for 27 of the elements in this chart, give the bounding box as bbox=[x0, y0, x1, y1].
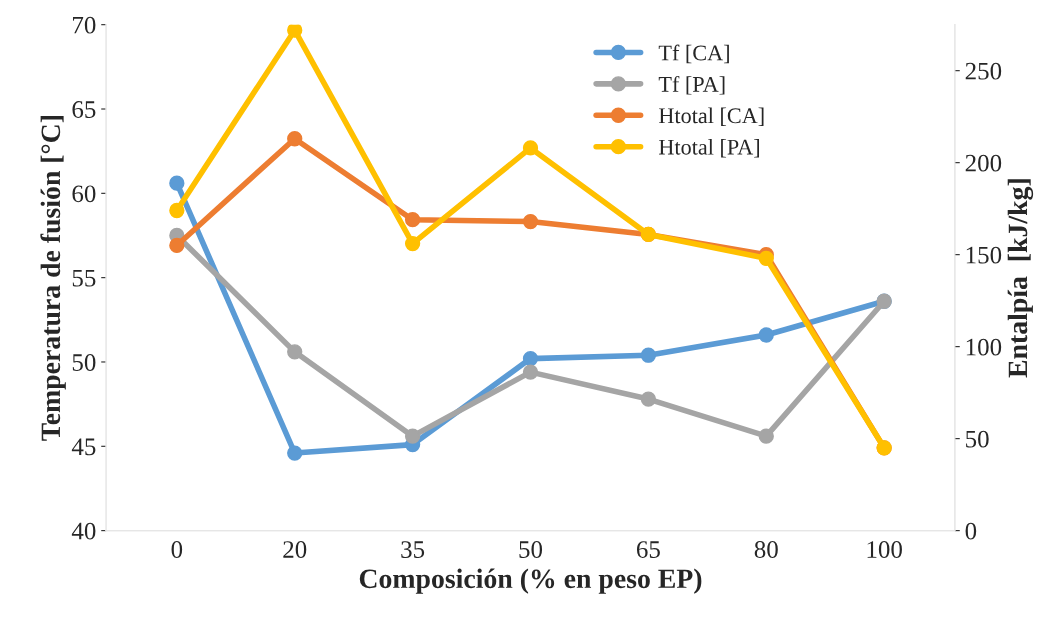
y-tick-label: 60 bbox=[72, 185, 96, 203]
y-tick-label: 50 bbox=[72, 354, 96, 371]
x-tick-label: 80 bbox=[754, 541, 778, 558]
legend-label: Tf [CA] bbox=[658, 44, 729, 64]
x-tick-label: 35 bbox=[401, 541, 425, 558]
y2-axis-title: Entalpía [kJ/kg] bbox=[1007, 179, 1034, 378]
legend-label: Htotal [PA] bbox=[659, 139, 759, 158]
x-axis-title: Composición (% en peso EP) bbox=[359, 568, 702, 594]
x-tick-label: 0 bbox=[171, 541, 183, 558]
y2-tick-label: 100 bbox=[966, 338, 1002, 356]
y-tick-label: 65 bbox=[72, 101, 96, 118]
y2-tick-label: 0 bbox=[965, 522, 977, 540]
x-tick-label: 20 bbox=[283, 541, 307, 558]
legend-label: Htotal [CA] bbox=[659, 107, 764, 127]
y-tick-label: 45 bbox=[71, 438, 96, 456]
y2-tick-label: 150 bbox=[966, 246, 1002, 264]
y2-tick-label: 50 bbox=[966, 430, 989, 448]
y-tick-label: 55 bbox=[72, 269, 96, 287]
y-tick-label: 40 bbox=[71, 522, 96, 540]
y-axis-title: Temperatura de fusión [°C] bbox=[40, 116, 66, 441]
legend-label: Tf [PA] bbox=[658, 75, 725, 95]
y2-tick-label: 250 bbox=[965, 62, 1002, 80]
y-tick-label: 70 bbox=[73, 16, 96, 34]
x-tick-label: 50 bbox=[519, 541, 543, 558]
x-tick-label: 100 bbox=[867, 541, 902, 558]
x-tick-label: 65 bbox=[636, 541, 660, 558]
y2-tick-label: 200 bbox=[965, 154, 1002, 172]
